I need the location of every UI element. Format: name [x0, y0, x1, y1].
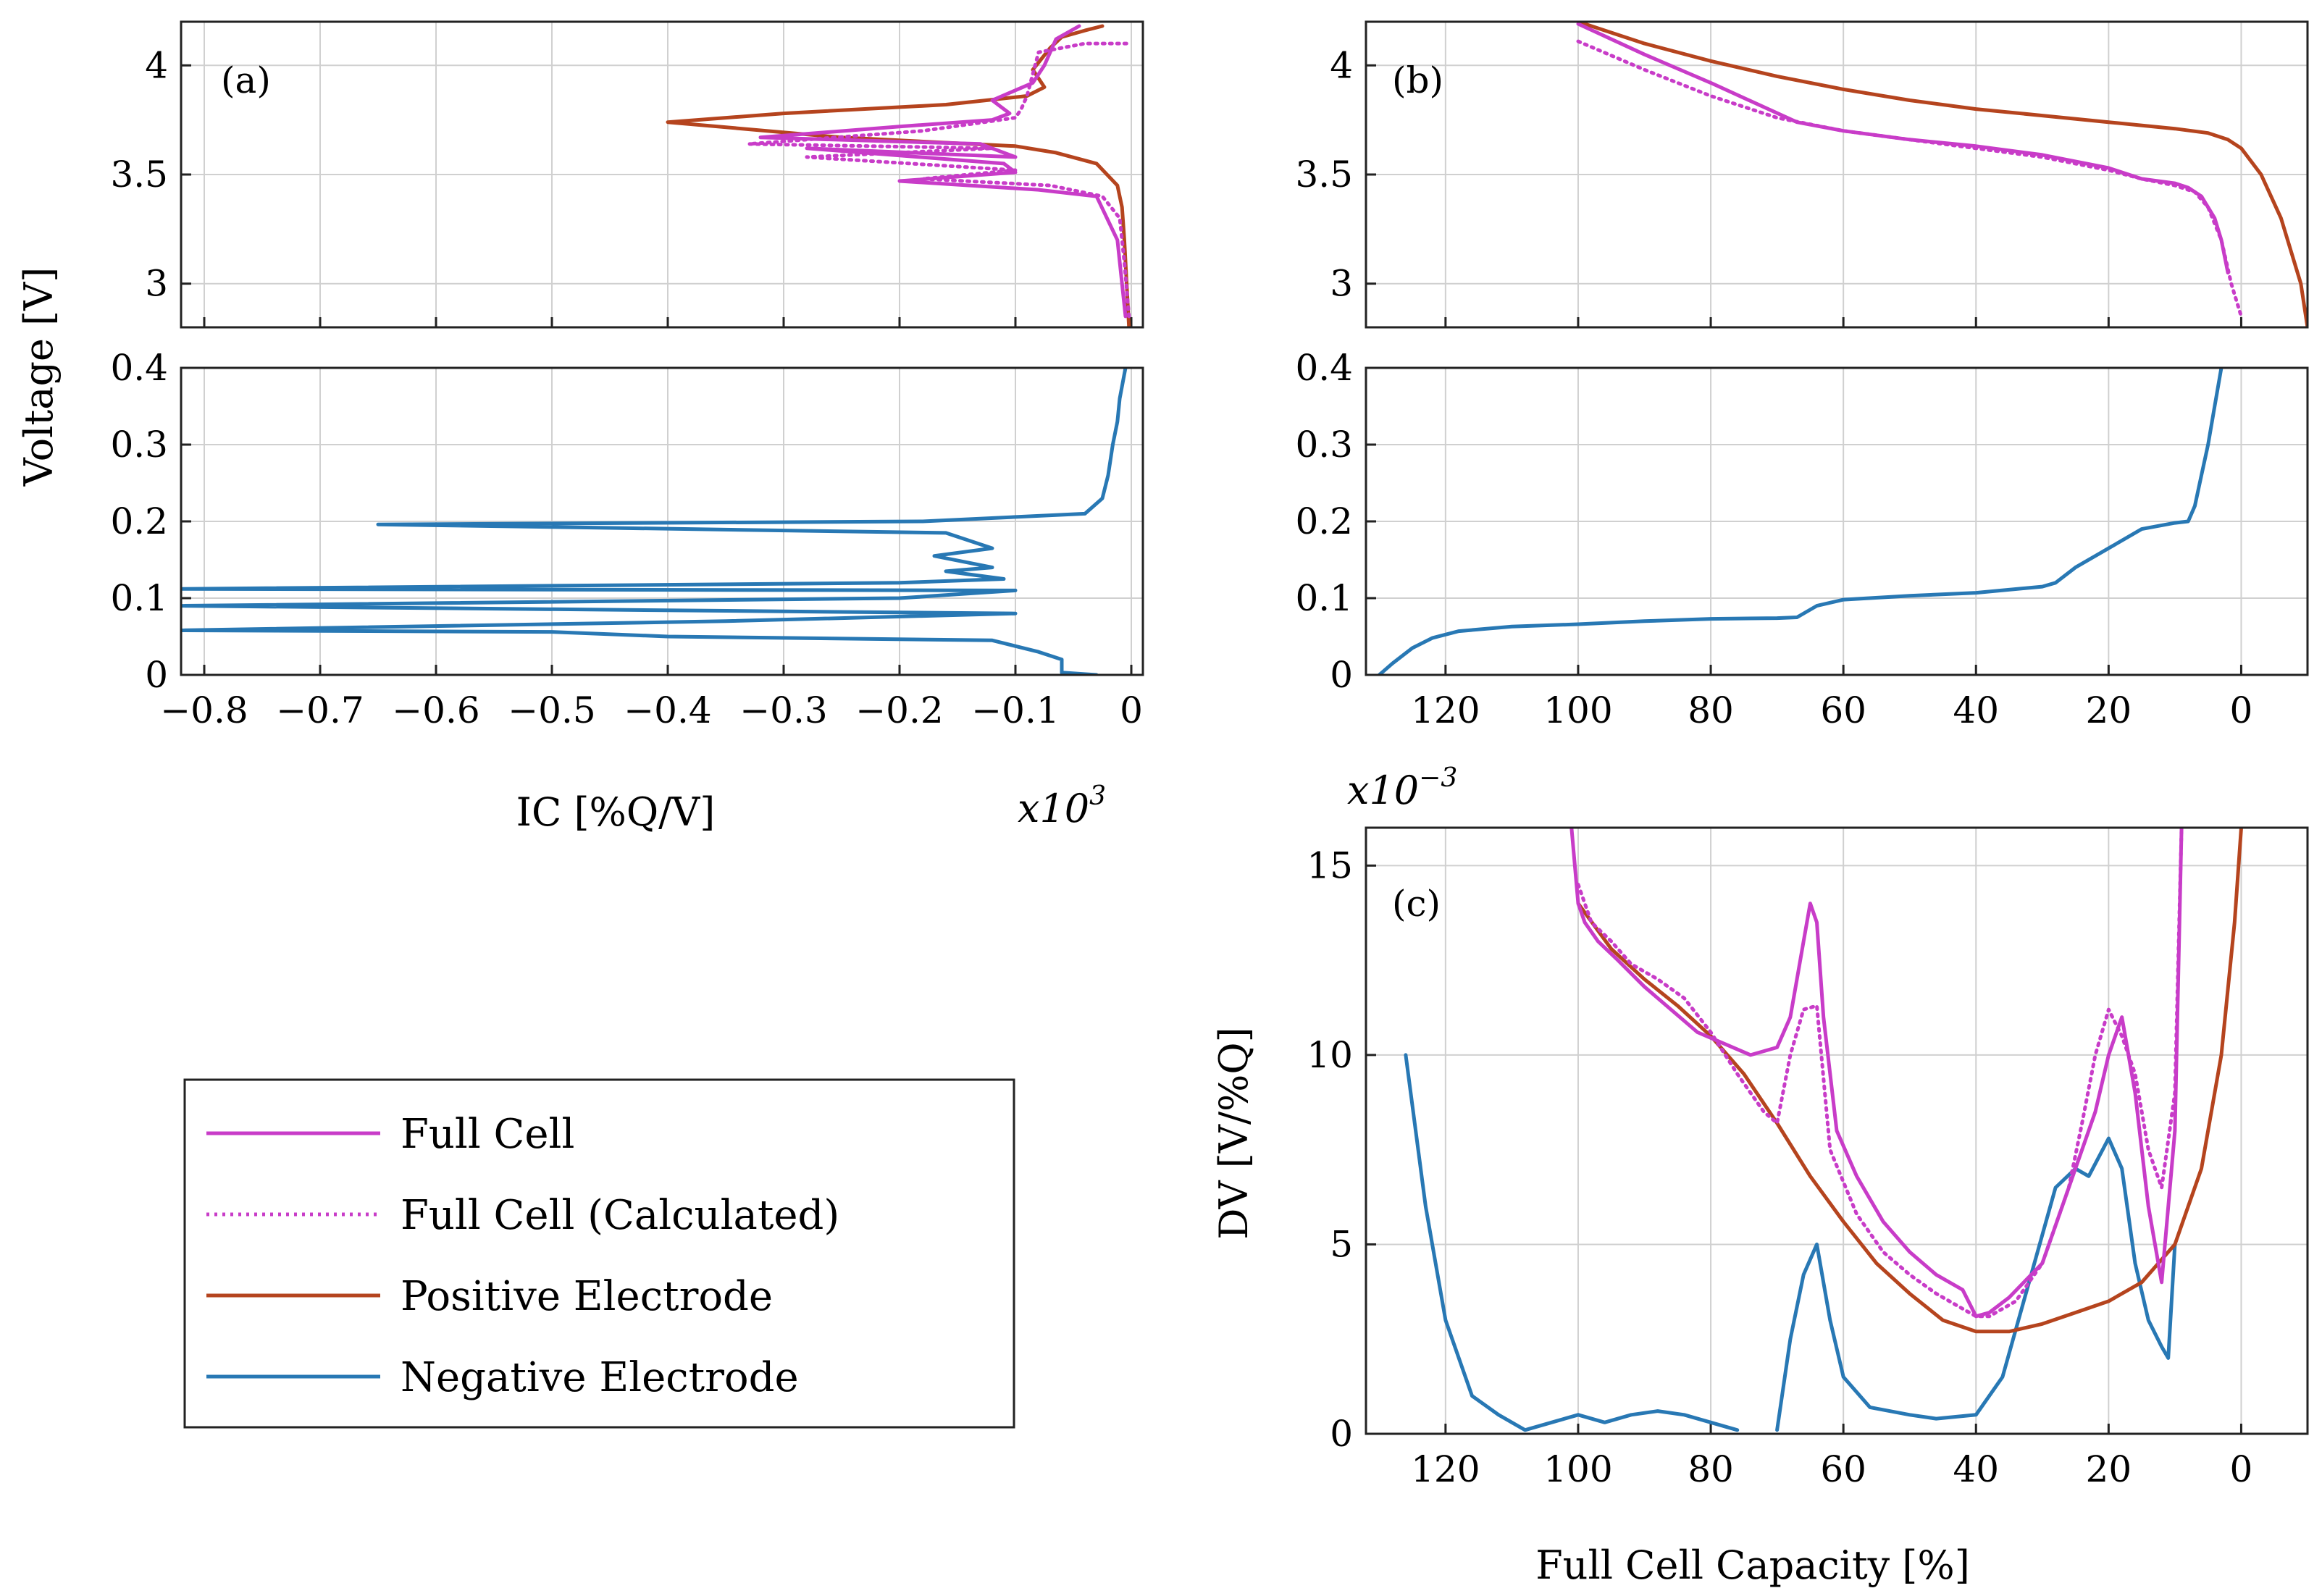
series-line-positive [666, 24, 1131, 327]
x-tick-label: −0.6 [392, 689, 479, 731]
x-tick-label: −0.8 [160, 689, 248, 731]
y-tick-label: 3.5 [110, 154, 168, 196]
y-tick-label: 0.2 [1295, 500, 1353, 542]
ic-multiplier-base: x10 [1018, 786, 1089, 831]
x-tick-label: 0 [2230, 689, 2253, 731]
x-tick-label: −0.5 [508, 689, 595, 731]
x-tick-label: 120 [1411, 1448, 1480, 1490]
y-tick-label: 0.3 [110, 424, 168, 466]
x-tick-label: 40 [1953, 1448, 1999, 1490]
capacity-xlabel: Full Cell Capacity [%] [1535, 1542, 1970, 1588]
legend-label: Positive Electrode [401, 1273, 773, 1320]
x-tick-label: 0 [1120, 689, 1143, 731]
legend-label: Full Cell (Calculated) [401, 1192, 839, 1239]
series-line-positive [1576, 828, 2243, 1334]
ic-multiplier: x103 [1018, 781, 1106, 831]
y-tick-label: 0.2 [110, 500, 168, 542]
y-tick-label: 3.5 [1295, 154, 1353, 196]
dv-multiplier-base: x10 [1347, 768, 1419, 813]
y-tick-label: 0.4 [110, 347, 168, 389]
y-tick-label: 5 [1330, 1223, 1353, 1265]
legend-frame [183, 1078, 1015, 1429]
series-line-negative [181, 368, 1128, 675]
legend-entry-negative-electrode: Negative Electrode [206, 1354, 799, 1401]
y-tick-label: 0 [1330, 1413, 1353, 1455]
panel-b-bottom-voltage-negative: 120 100 80 60 40 20 0 0 0.1 0.2 0.3 0.4 [1295, 347, 2309, 731]
x-tick-label: 100 [1543, 1448, 1612, 1490]
ic-xlabel: IC [%Q/V] [516, 789, 716, 835]
series-line-full-cell-calc [1576, 828, 2184, 1319]
panel-label: (c) [1392, 883, 1441, 925]
y-tick-label: 4 [1330, 44, 1353, 86]
panel-label: (a) [221, 59, 271, 101]
legend-entry-full-cell: Full Cell [206, 1111, 574, 1158]
y-tick-label: 3 [1330, 263, 1353, 305]
series-group [181, 368, 1128, 675]
y-tick-label: 0.1 [110, 577, 168, 619]
x-tick-label: 100 [1543, 689, 1612, 731]
plot-frame [1365, 826, 2309, 1435]
dv-multiplier-exp: −3 [1419, 763, 1457, 793]
panel-a-bottom-ic-negative: −0.8 −0.7 −0.6 −0.5 −0.4 −0.3 −0.2 −0.1 0 0 0.1 0.2… [110, 347, 1144, 731]
legend-entry-positive-electrode: Positive Electrode [206, 1273, 773, 1320]
x-tick-label: −0.7 [276, 689, 364, 731]
plot-frame [180, 20, 1144, 329]
y-tick-label: 10 [1307, 1034, 1353, 1076]
x-tick-label: 20 [2086, 689, 2132, 731]
x-tick-label: 80 [1688, 1448, 1734, 1490]
panel-c-differential-voltage: 120 100 80 60 40 20 0 0 5 10 15 (c) [1307, 826, 2309, 1490]
y-tick-label: 0.1 [1295, 577, 1353, 619]
y-tick-label: 0.4 [1295, 347, 1353, 389]
series-line-full-cell-calc [747, 41, 1133, 319]
x-tick-label: 40 [1953, 689, 1999, 731]
panel-a-top-ic-positive-fullcell: 3 3.5 4 (a) [110, 20, 1144, 329]
dv-multiplier: x10−3 [1347, 763, 1457, 813]
series-line-full-cell [758, 24, 1128, 319]
plot-frame [180, 366, 1144, 676]
series-line-full-cell [1576, 22, 2230, 275]
y-tick-label: 15 [1307, 844, 1353, 886]
x-tick-label: 60 [1820, 689, 1866, 731]
x-tick-label: −0.4 [624, 689, 711, 731]
voltage-ylabel: Voltage [V] [16, 267, 62, 487]
panel-label: (b) [1392, 59, 1443, 101]
x-tick-label: 120 [1411, 689, 1480, 731]
plot-frame [1365, 20, 2309, 329]
plot-frame [1365, 366, 2309, 676]
legend-entry-full-cell-calculated: Full Cell (Calculated) [206, 1192, 839, 1239]
series-group [666, 24, 1133, 327]
series-line-full-cell-calc [1576, 39, 2243, 319]
legend: Full Cell Full Cell (Calculated) Positiv… [183, 1078, 1015, 1429]
x-tick-label: −0.1 [971, 689, 1059, 731]
series-line-full-cell [1569, 828, 2184, 1319]
y-tick-label: 0 [1330, 654, 1353, 696]
x-tick-label: 20 [2086, 1448, 2132, 1490]
dv-ylabel: DV [V/%Q] [1211, 1027, 1257, 1239]
panel-b-top-voltage-positive-fullcell: 3 3.5 4 (b) [1295, 20, 2309, 329]
series-line-negative [1377, 368, 2223, 675]
x-tick-label: −0.2 [855, 689, 943, 731]
legend-label: Negative Electrode [401, 1354, 799, 1401]
series-line-positive [1576, 22, 2308, 327]
legend-label: Full Cell [401, 1111, 574, 1158]
series-group [1377, 368, 2223, 675]
series-line-negative [1404, 1053, 2177, 1432]
x-tick-label: 0 [2230, 1448, 2253, 1490]
y-tick-label: 4 [145, 44, 168, 86]
y-tick-label: 3 [145, 263, 168, 305]
x-tick-label: −0.3 [739, 689, 827, 731]
series-group [1404, 828, 2243, 1432]
x-tick-label: 80 [1688, 689, 1734, 731]
series-group [1576, 22, 2308, 327]
x-tick-label: 60 [1820, 1448, 1866, 1490]
y-tick-label: 0 [145, 654, 168, 696]
ic-multiplier-exp: 3 [1089, 781, 1106, 811]
y-tick-label: 0.3 [1295, 424, 1353, 466]
